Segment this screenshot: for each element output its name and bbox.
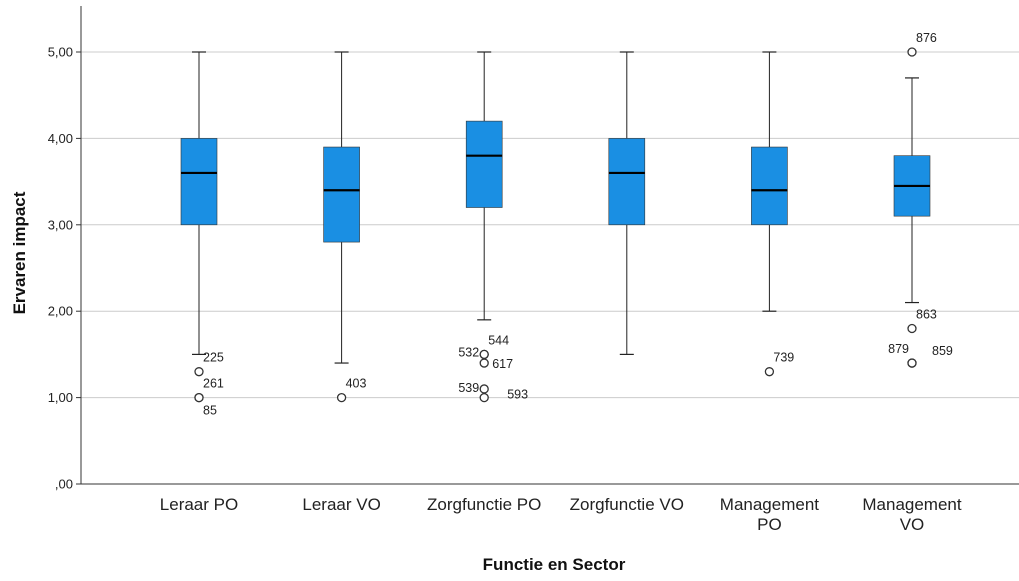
outlier-label: 85 [203,404,217,418]
y-tick-label: 1,00 [48,390,73,405]
x-axis-title: Functie en Sector [483,555,626,574]
x-tick-label: Management [862,495,962,514]
box-iqr [608,138,646,226]
outlier-label: 593 [507,388,528,402]
outlier-label: 879 [888,342,909,356]
outlier-label: 863 [916,307,937,321]
box-iqr [323,146,360,243]
x-tick-label: VO [900,515,925,534]
outlier-point [479,384,489,394]
outlier-label: 859 [932,344,953,358]
outlier-label: 403 [346,377,367,391]
box-iqr [180,138,218,226]
outlier-label: 739 [773,351,794,365]
box-iqr [751,146,788,226]
outlier-label: 261 [203,377,224,391]
box-iqr [465,120,503,208]
outlier-label: 876 [916,31,937,45]
outlier-point [479,358,489,368]
outlier-label: 225 [203,351,224,365]
y-axis-title: Ervaren impact [10,191,29,314]
outlier-point [479,392,489,403]
y-tick-label: 4,00 [48,131,73,146]
outlier-point [764,367,775,377]
y-tick-label: 2,00 [48,304,73,319]
outlier-label: 617 [492,357,513,371]
x-tick-label: Leraar PO [160,495,238,514]
outlier-label: 544 [488,333,509,347]
outlier-point [336,392,347,403]
x-tick-label: Zorgfunctie VO [570,495,684,514]
outlier-point [479,349,489,360]
x-tick-label: Zorgfunctie PO [427,495,541,514]
outlier-point [907,358,917,368]
y-tick-label: 3,00 [48,217,73,232]
outlier-point [907,323,917,334]
outlier-point [194,392,204,403]
y-tick-label: 5,00 [48,45,73,60]
x-tick-label: Management [720,495,820,514]
outlier-point [194,367,204,377]
y-tick-label: ,00 [55,477,73,492]
x-tick-label: Leraar VO [302,495,380,514]
outlier-point [907,47,917,57]
outlier-label: 532 [458,345,479,359]
x-tick-label: PO [757,515,782,534]
outlier-label: 539 [458,381,479,395]
